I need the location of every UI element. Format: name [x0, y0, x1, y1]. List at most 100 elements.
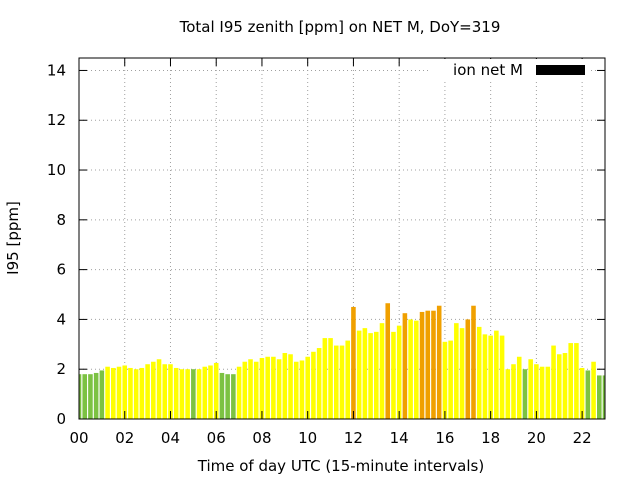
bar [494, 330, 499, 419]
y-tick-label: 6 [56, 261, 66, 279]
bar [93, 372, 99, 419]
bar [556, 354, 562, 419]
bar [602, 375, 605, 419]
bar [328, 338, 333, 419]
bar [334, 345, 339, 419]
bar [225, 374, 230, 419]
bar [396, 325, 402, 419]
bar [351, 306, 356, 419]
bar [482, 334, 488, 419]
bar [208, 365, 213, 419]
grid-lines [79, 58, 605, 419]
bars [79, 303, 605, 419]
bar [419, 311, 425, 419]
bar [105, 366, 110, 419]
bar [511, 364, 516, 419]
bar [379, 323, 385, 419]
x-tick-label: 10 [298, 429, 317, 447]
legend: ion net M [430, 59, 590, 81]
bar [591, 361, 596, 419]
bar [408, 319, 413, 419]
bar [579, 367, 585, 419]
bar [505, 369, 511, 419]
bar [597, 375, 602, 419]
x-tick-label: 08 [252, 429, 271, 447]
bar [79, 374, 82, 419]
x-tick-label: 04 [161, 429, 180, 447]
bar [322, 338, 328, 419]
bar [156, 359, 162, 419]
bar [448, 340, 453, 419]
bar [431, 310, 436, 419]
bar [99, 370, 105, 419]
bar [293, 361, 299, 419]
bar [454, 323, 459, 419]
y-tick-label: 8 [56, 211, 66, 229]
bar [528, 359, 533, 419]
x-tick-label: 12 [344, 429, 363, 447]
bar [196, 369, 202, 419]
bar [362, 328, 368, 419]
bar [488, 335, 493, 419]
bar [471, 305, 476, 419]
bar [368, 333, 373, 419]
bar [288, 354, 293, 419]
legend-label: ion net M [453, 61, 523, 79]
x-tick-label: 22 [573, 429, 592, 447]
y-tick-label: 4 [56, 310, 66, 328]
bar [253, 361, 259, 419]
bar [139, 367, 145, 419]
bar [442, 341, 448, 419]
y-tick-label: 12 [47, 111, 66, 129]
y-tick-label: 0 [56, 410, 66, 428]
bar [385, 303, 391, 419]
bar [425, 310, 431, 419]
bar [339, 345, 345, 419]
legend-swatch [536, 65, 585, 75]
bar [191, 369, 196, 419]
bar [585, 370, 591, 419]
bar [265, 356, 270, 419]
bar [242, 361, 248, 419]
bar [82, 374, 87, 419]
bar [236, 366, 242, 419]
bar [88, 374, 93, 419]
bar [414, 320, 419, 419]
bar [305, 356, 310, 419]
bar [516, 356, 522, 419]
x-tick-label: 02 [115, 429, 134, 447]
x-tick-label: 14 [390, 429, 409, 447]
bar [271, 356, 276, 419]
y-tick-label: 14 [47, 61, 66, 79]
x-axis-label: Time of day UTC (15-minute intervals) [197, 457, 484, 475]
bar [259, 358, 265, 419]
bar [534, 364, 539, 419]
bar [356, 330, 362, 419]
bar [345, 340, 350, 419]
bar [499, 335, 505, 419]
bar [231, 374, 236, 419]
bar [162, 364, 168, 419]
x-tick-label: 20 [527, 429, 546, 447]
bar [202, 366, 208, 419]
chart-title: Total I95 zenith [ppm] on NET M, DoY=319 [179, 18, 501, 36]
bar [374, 331, 379, 419]
bar [316, 348, 322, 419]
bar [168, 364, 173, 419]
bar [276, 359, 282, 419]
bar [459, 328, 465, 419]
bar [133, 369, 139, 419]
bar [173, 367, 179, 419]
bar [539, 366, 545, 419]
bar [128, 367, 133, 419]
bar [248, 359, 253, 419]
y-tick-label: 2 [56, 360, 66, 378]
bar [111, 367, 116, 419]
plot-frame [78, 57, 606, 420]
bar [551, 345, 556, 419]
bar [213, 362, 219, 419]
legend-background [430, 59, 590, 81]
bar [522, 369, 528, 419]
